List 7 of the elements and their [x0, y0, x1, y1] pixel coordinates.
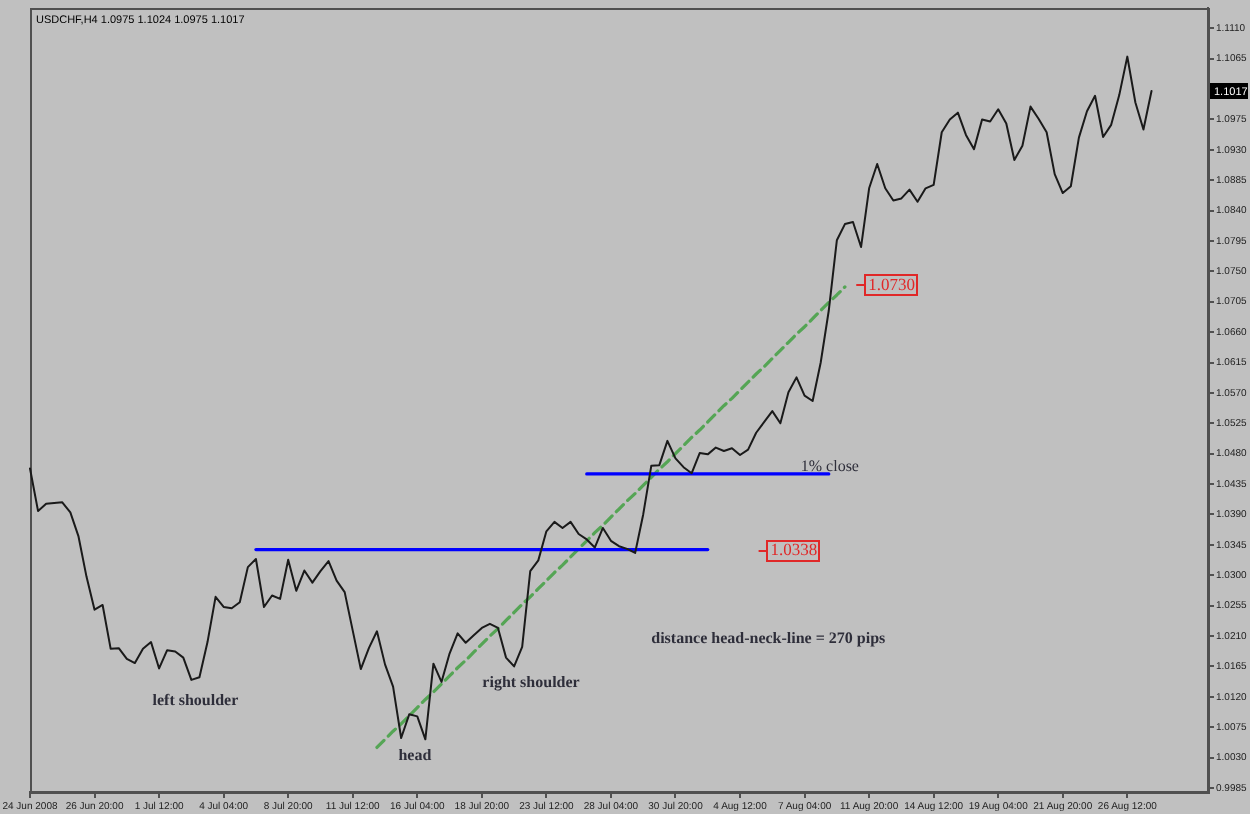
annotation: distance head-neck-line = 270 pips — [651, 629, 886, 648]
annotation: 1.0730 — [868, 274, 915, 295]
annotation: left shoulder — [152, 690, 240, 709]
annotation: 1% close — [800, 456, 860, 475]
annotation: 1.0338 — [770, 539, 818, 560]
annotation: right shoulder — [482, 672, 581, 691]
annotation: head — [398, 745, 433, 764]
